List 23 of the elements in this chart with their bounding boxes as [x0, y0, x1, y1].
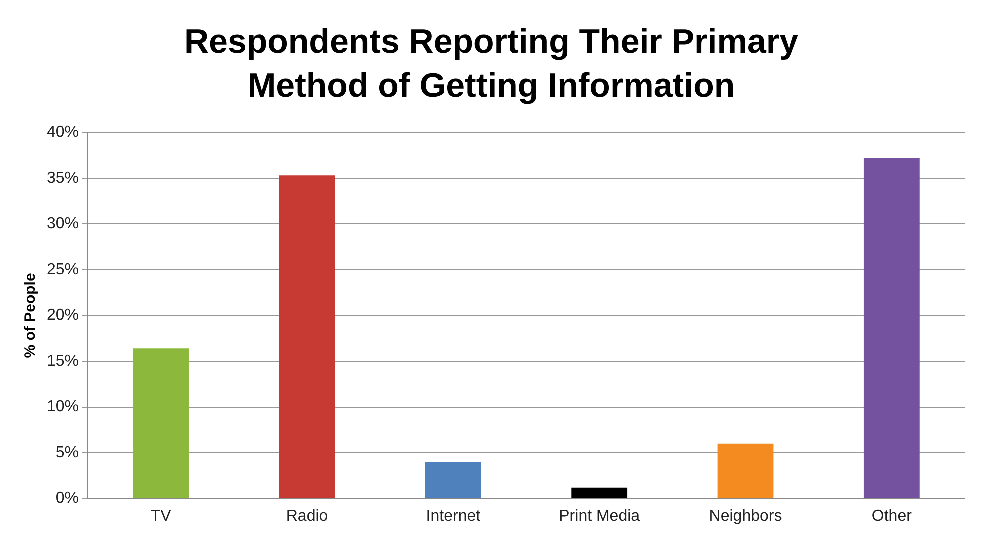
y-tick-label: 0% [56, 490, 80, 508]
chart-title: Respondents Reporting Their Primary Method of Getting Information [184, 22, 800, 107]
x-tick-label: TV [150, 508, 172, 525]
y-tick-label: 30% [46, 216, 80, 233]
bar [864, 158, 920, 498]
x-tick-label: Radio [286, 508, 328, 525]
x-tick-label: Print Media [559, 508, 640, 525]
y-tick-label: 25% [46, 261, 80, 278]
x-tick-label: Other [872, 508, 913, 525]
bar [718, 444, 774, 498]
bar [279, 176, 336, 498]
y-axis-title: % of People [22, 273, 40, 358]
x-tick-label: Internet [426, 508, 482, 525]
x-tick-label: Neighbors [709, 508, 782, 525]
y-tick-label: 5% [56, 444, 80, 462]
bar [133, 348, 190, 498]
bar [425, 462, 482, 498]
y-tick-label: 40% [46, 124, 80, 142]
y-tick-label: 20% [46, 307, 80, 324]
y-tick-label: 10% [46, 398, 80, 416]
y-tick-label: 15% [46, 352, 80, 370]
y-tick-label: 35% [46, 170, 80, 187]
bar [572, 488, 628, 498]
